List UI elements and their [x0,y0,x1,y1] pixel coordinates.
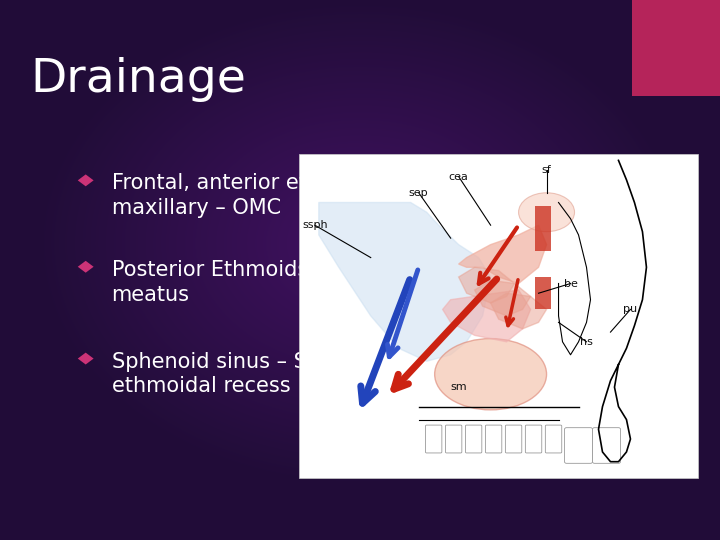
FancyBboxPatch shape [534,277,551,309]
Polygon shape [78,174,94,186]
FancyBboxPatch shape [564,428,593,463]
Text: cea: cea [449,172,469,181]
FancyBboxPatch shape [593,428,621,463]
FancyBboxPatch shape [465,425,482,453]
Text: pu: pu [624,305,637,314]
Polygon shape [78,261,94,273]
Text: sm: sm [450,382,467,392]
FancyBboxPatch shape [534,206,551,251]
Polygon shape [474,280,531,316]
FancyBboxPatch shape [426,425,442,453]
FancyBboxPatch shape [446,425,462,453]
Polygon shape [490,293,546,329]
Text: ssph: ssph [302,220,328,230]
Polygon shape [459,225,546,284]
Ellipse shape [435,339,546,410]
Text: Posterior Ethmoids – Superior
meatus: Posterior Ethmoids – Superior meatus [112,260,420,305]
Polygon shape [443,290,531,342]
FancyBboxPatch shape [299,154,698,478]
Text: Frontal, anterior ethmoid &
maxillary – OMC: Frontal, anterior ethmoid & maxillary – … [112,173,395,218]
Ellipse shape [518,193,575,232]
Text: sep: sep [409,188,428,198]
Text: hs: hs [580,337,593,347]
Text: Sphenoid sinus – Sphenoid-
ethmoidal recess: Sphenoid sinus – Sphenoid- ethmoidal rec… [112,352,398,396]
Text: sf: sf [541,165,552,175]
FancyBboxPatch shape [505,425,522,453]
FancyBboxPatch shape [632,0,720,96]
FancyBboxPatch shape [545,425,562,453]
Polygon shape [78,353,94,364]
FancyBboxPatch shape [526,425,541,453]
Text: be: be [564,279,577,288]
FancyBboxPatch shape [485,425,502,453]
Text: Drainage: Drainage [30,57,246,102]
Polygon shape [319,202,490,361]
Polygon shape [459,267,515,303]
